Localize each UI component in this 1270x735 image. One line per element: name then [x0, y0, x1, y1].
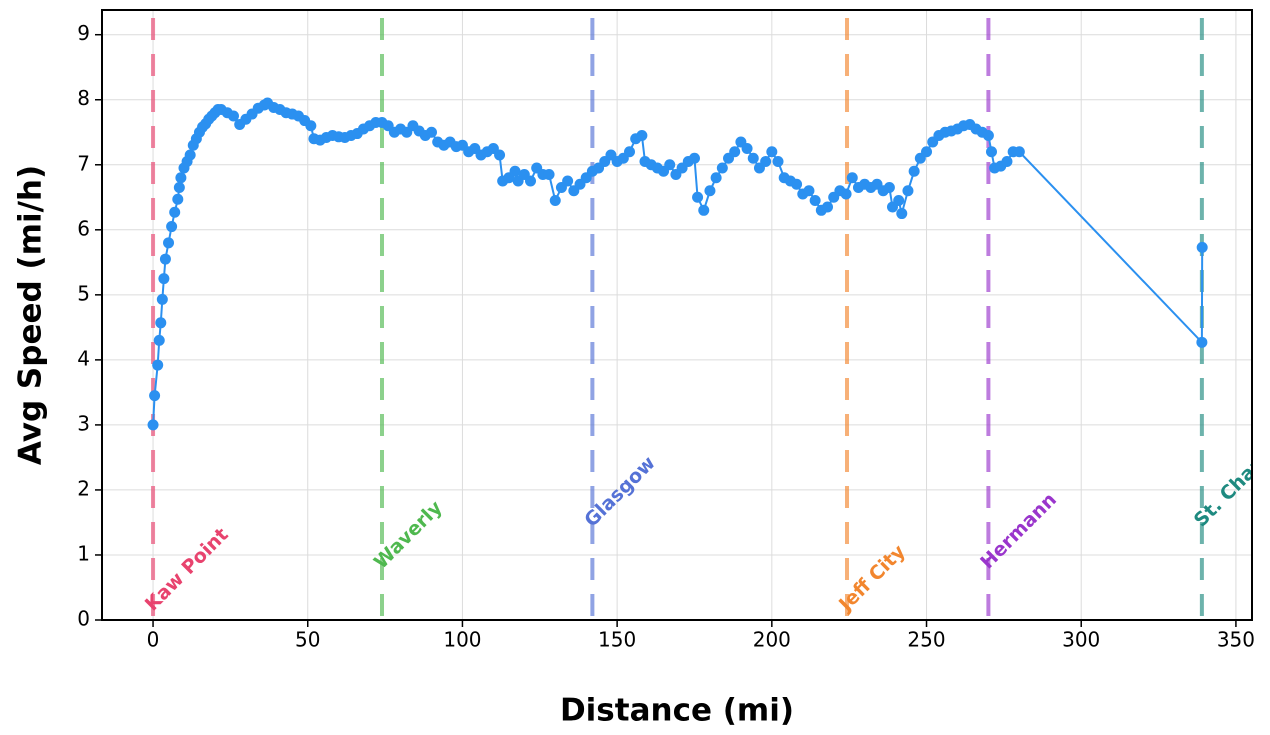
data-point [704, 185, 716, 197]
x-tick-label: 150 [598, 628, 636, 652]
data-point [147, 419, 159, 431]
y-tick-label: 5 [77, 281, 90, 305]
y-tick-label: 4 [77, 346, 90, 370]
x-tick-label: 200 [753, 628, 791, 652]
plot-frame [101, 9, 1253, 621]
data-point [549, 195, 561, 207]
data-point [1196, 336, 1208, 348]
data-point [152, 359, 164, 371]
data-point [494, 149, 506, 161]
data-point [175, 172, 187, 184]
y-tick-label: 9 [77, 21, 90, 45]
y-tick-label: 0 [77, 607, 90, 631]
y-tick-label: 1 [77, 541, 90, 565]
x-tick-label: 300 [1062, 628, 1100, 652]
data-point [1196, 241, 1208, 253]
data-point [921, 146, 933, 158]
data-point [158, 273, 170, 285]
data-point [766, 146, 778, 158]
data-point [760, 156, 772, 168]
data-point [664, 159, 676, 171]
y-tick-label: 8 [77, 86, 90, 110]
data-point [729, 146, 741, 158]
y-tick-label: 7 [77, 151, 90, 175]
y-tick-label: 3 [77, 411, 90, 435]
data-point [163, 237, 175, 249]
y-tick-label: 6 [77, 216, 90, 240]
data-point [169, 206, 181, 218]
data-point [525, 175, 537, 187]
data-point [688, 152, 700, 164]
x-axis-label: Distance (mi) [560, 693, 794, 729]
data-point [156, 293, 168, 305]
series-line [152, 101, 1204, 425]
data-point [155, 317, 167, 329]
data-point [173, 182, 185, 194]
axes: 0 50 100 150 200 250 300 350 0 1 2 3 4 5 6 7 8 9 [77, 9, 1255, 652]
data-point [692, 191, 704, 203]
data-point [741, 143, 753, 155]
x-tick-label: 100 [443, 628, 481, 652]
data-point [908, 165, 920, 177]
x-tick-label: 50 [295, 628, 320, 652]
data-point [803, 185, 815, 197]
data-point [543, 169, 555, 181]
data-point [809, 195, 821, 207]
reference-label: Jeff City [833, 540, 910, 617]
data-point [1001, 156, 1013, 168]
data-point [846, 172, 858, 184]
data-point [982, 130, 994, 142]
data-point [747, 152, 759, 164]
data-point [149, 390, 161, 402]
data-point [153, 334, 165, 346]
data-point [985, 146, 997, 158]
data-point [172, 193, 184, 205]
data-point [425, 126, 437, 138]
data-point [227, 110, 239, 122]
grid [102, 10, 1252, 621]
data-point [1013, 146, 1025, 158]
data-point [772, 156, 784, 168]
data-point [698, 204, 710, 216]
data-point [184, 149, 196, 161]
data-point [305, 120, 317, 132]
data-point [791, 178, 803, 190]
x-tick-label: 350 [1217, 628, 1255, 652]
x-tick-label: 250 [907, 628, 945, 652]
data-point [716, 162, 728, 174]
y-axis-label: Avg Speed (mi/h) [13, 165, 49, 465]
data-point [636, 130, 648, 142]
reference-label: St. Charles [1190, 433, 1270, 531]
data-point [166, 221, 178, 233]
data-point [562, 175, 574, 187]
data-point [624, 146, 636, 158]
x-tick-label: 0 [147, 628, 160, 652]
data-point [883, 182, 895, 194]
data-point [509, 165, 521, 177]
y-tick-label: 2 [77, 476, 90, 500]
data-point [902, 185, 914, 197]
data-point [159, 253, 171, 265]
data-point [822, 201, 834, 213]
data-point [710, 172, 722, 184]
data-point [893, 195, 905, 207]
data-point [896, 208, 908, 220]
data-point [840, 188, 852, 200]
